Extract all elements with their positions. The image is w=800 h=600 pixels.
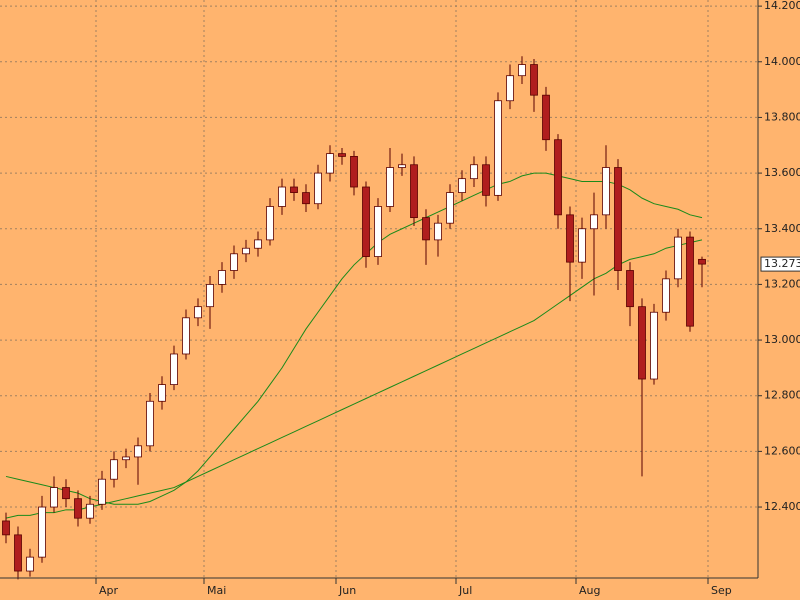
candle-body xyxy=(290,186,298,193)
candle-body xyxy=(554,139,562,216)
candle-body xyxy=(14,534,22,572)
candle-body xyxy=(386,167,394,207)
candle-body xyxy=(662,278,670,313)
candle-body xyxy=(434,222,442,241)
candle-body xyxy=(602,167,610,216)
moving-average xyxy=(5,239,703,519)
candle-body xyxy=(2,520,10,536)
x-tick-label: Apr xyxy=(99,584,119,597)
candle-body xyxy=(98,478,106,505)
candle-body xyxy=(446,192,454,224)
candle-body xyxy=(482,164,490,196)
candle-body xyxy=(242,247,250,255)
candle-body xyxy=(278,186,286,207)
candle-body xyxy=(230,253,238,271)
y-tick-label: 13.000 xyxy=(764,333,800,346)
candle-body xyxy=(566,214,574,263)
candle-body xyxy=(194,306,202,319)
candle-body xyxy=(338,153,346,157)
candle-body xyxy=(62,487,70,500)
candle-body xyxy=(470,164,478,180)
y-tick-label: 12.400 xyxy=(764,500,800,513)
candle-body xyxy=(494,100,502,196)
candle-body xyxy=(110,459,118,480)
candle-body xyxy=(254,239,262,249)
y-tick-label: 13.800 xyxy=(764,110,800,123)
candle-body xyxy=(518,64,526,77)
candle-body xyxy=(686,236,694,327)
candle-body xyxy=(530,64,538,96)
candle-body xyxy=(650,311,658,380)
candle-body xyxy=(614,167,622,271)
candle-body xyxy=(506,75,514,102)
moving-average xyxy=(5,172,703,505)
y-tick-label: 14.200 xyxy=(764,0,800,12)
candle-body xyxy=(122,456,130,461)
candle-body xyxy=(698,258,706,265)
last-price-label: 13.273 xyxy=(764,257,800,270)
y-tick-label: 12.600 xyxy=(764,444,800,457)
x-tick-label: Mai xyxy=(207,584,226,597)
candle-body xyxy=(182,317,190,355)
candle-body xyxy=(410,164,418,219)
candle-body xyxy=(38,506,46,558)
x-tick-label: Aug xyxy=(579,584,600,597)
last-price-box xyxy=(760,256,800,272)
y-tick-label: 14.000 xyxy=(764,55,800,68)
candle-body xyxy=(170,353,178,385)
x-tick-label: Jun xyxy=(338,584,356,597)
candle-body xyxy=(266,206,274,241)
candle-body xyxy=(590,214,598,230)
candle-body xyxy=(638,306,646,380)
candle-body xyxy=(218,270,226,285)
candle-body xyxy=(626,270,634,308)
candle-body xyxy=(206,284,214,308)
x-tick-label: Sep xyxy=(711,584,732,597)
candle-body xyxy=(146,400,154,447)
candle-body xyxy=(302,192,310,205)
candle-body xyxy=(398,164,406,168)
candle-body xyxy=(314,172,322,205)
candle-body xyxy=(134,445,142,458)
candle-body xyxy=(350,155,358,188)
y-tick-label: 13.600 xyxy=(764,166,800,179)
candle-body xyxy=(542,94,550,141)
y-tick-label: 12.800 xyxy=(764,389,800,402)
candle-body xyxy=(674,236,682,280)
candle-body xyxy=(458,178,466,193)
candle-body xyxy=(26,556,34,572)
x-tick-label: Jul xyxy=(458,584,472,597)
candle-body xyxy=(578,228,586,263)
candle-body xyxy=(158,384,166,402)
candle-body xyxy=(50,487,58,508)
candle-body xyxy=(74,498,82,519)
y-tick-label: 13.400 xyxy=(764,222,800,235)
candle-body xyxy=(326,153,334,174)
candle-body xyxy=(422,217,430,241)
candle-body xyxy=(362,186,370,257)
candle-body xyxy=(374,206,382,257)
candle-body xyxy=(86,503,94,519)
y-tick-label: 13.200 xyxy=(764,277,800,290)
